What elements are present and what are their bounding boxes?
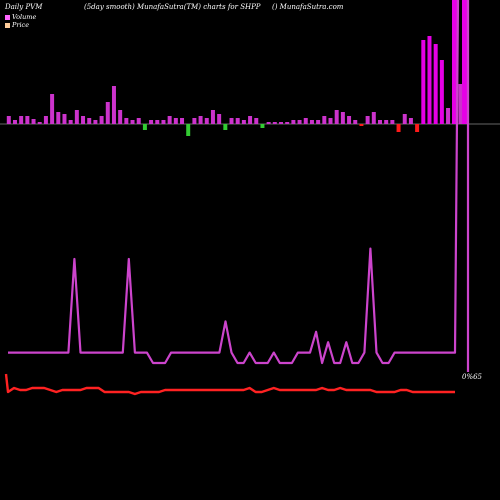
volume-bar-51 bbox=[316, 120, 321, 124]
legend-label-volume: Volume bbox=[12, 13, 37, 21]
volume-bar-67 bbox=[415, 124, 420, 132]
volume-bar-39 bbox=[241, 120, 246, 124]
volume-bar-41 bbox=[254, 118, 259, 124]
chart-header-right: () MunafaSutra.com bbox=[272, 3, 344, 11]
volume-bar-63 bbox=[390, 120, 395, 124]
volume-bar-26 bbox=[161, 120, 166, 124]
volume-bar-43 bbox=[266, 122, 271, 124]
volume-bar-32 bbox=[198, 116, 203, 124]
legend-label-price: Price bbox=[12, 21, 30, 29]
volume-bar-36 bbox=[223, 124, 228, 130]
chart-header-left: Daily PVM bbox=[5, 3, 43, 11]
volume-bar-4 bbox=[25, 116, 30, 124]
volume-bar-55 bbox=[340, 112, 345, 124]
volume-bar-35 bbox=[217, 114, 222, 124]
volume-bar-14 bbox=[87, 118, 92, 124]
volume-line bbox=[8, 0, 470, 372]
volume-bar-20 bbox=[124, 118, 129, 124]
volume-bar-74 bbox=[458, 84, 463, 124]
volume-bar-57 bbox=[353, 120, 358, 124]
volume-bar-48 bbox=[297, 120, 302, 124]
volume-bar-23 bbox=[142, 124, 147, 130]
volume-bar-58 bbox=[359, 124, 364, 126]
volume-bar-66 bbox=[408, 118, 413, 124]
volume-bar-64 bbox=[396, 124, 401, 132]
volume-bar-37 bbox=[229, 118, 234, 124]
volume-bar-68 bbox=[421, 40, 426, 124]
volume-bar-2 bbox=[12, 120, 17, 124]
volume-bar-25 bbox=[155, 120, 160, 124]
volume-swatch bbox=[5, 14, 10, 20]
volume-bar-44 bbox=[272, 122, 277, 124]
volume-bar-8 bbox=[50, 94, 55, 124]
volume-bar-60 bbox=[371, 112, 376, 124]
volume-bar-69 bbox=[427, 36, 432, 124]
volume-bar-21 bbox=[130, 120, 135, 124]
volume-spike-bar-1 bbox=[452, 0, 458, 124]
price-line bbox=[4, 373, 455, 396]
volume-bar-59 bbox=[365, 116, 370, 124]
volume-bar-15 bbox=[93, 120, 98, 124]
volume-bar-47 bbox=[291, 120, 296, 124]
volume-bar-46 bbox=[285, 122, 290, 124]
volume-bar-12 bbox=[74, 110, 79, 124]
volume-bar-72 bbox=[446, 108, 451, 124]
volume-bar-11 bbox=[68, 120, 73, 124]
volume-bar-62 bbox=[384, 120, 389, 124]
volume-bar-22 bbox=[136, 118, 141, 124]
volume-bar-56 bbox=[347, 116, 352, 124]
volume-bar-10 bbox=[62, 114, 67, 124]
volume-bar-34 bbox=[210, 110, 215, 124]
volume-bar-54 bbox=[334, 110, 339, 124]
volume-bar-45 bbox=[279, 122, 283, 124]
volume-bar-9 bbox=[56, 112, 61, 124]
volume-bar-71 bbox=[439, 60, 444, 124]
volume-bar-38 bbox=[235, 118, 240, 124]
volume-bar-13 bbox=[81, 116, 86, 124]
volume-bar-53 bbox=[328, 118, 333, 124]
volume-bar-40 bbox=[248, 116, 253, 124]
volume-bar-42 bbox=[260, 124, 265, 128]
volume-bar-18 bbox=[111, 86, 116, 124]
volume-bar-29 bbox=[180, 118, 185, 124]
volume-bar-30 bbox=[186, 124, 191, 136]
volume-bar-33 bbox=[204, 118, 209, 124]
volume-bar-17 bbox=[105, 102, 110, 124]
volume-spike-bar-2 bbox=[462, 0, 468, 124]
volume-bar-28 bbox=[173, 118, 178, 124]
volume-bar-65 bbox=[402, 114, 407, 124]
volume-bar-19 bbox=[118, 110, 123, 124]
volume-bar-70 bbox=[433, 44, 438, 124]
volume-bar-1 bbox=[6, 116, 11, 124]
chart-header-middle: (5day smooth) MunafaSutra(TM) charts for… bbox=[84, 3, 261, 11]
volume-bar-6 bbox=[37, 122, 42, 124]
volume-bar-49 bbox=[303, 118, 308, 124]
volume-bar-24 bbox=[149, 120, 154, 124]
volume-bar-61 bbox=[378, 120, 382, 124]
legend-item-volume: Volume bbox=[5, 13, 36, 21]
volume-bar-31 bbox=[192, 118, 197, 124]
volume-bar-50 bbox=[309, 120, 314, 124]
volume-bar-16 bbox=[99, 116, 104, 124]
volume-bar-3 bbox=[19, 116, 24, 124]
volume-bar-7 bbox=[43, 116, 48, 124]
price-end-label: 0%65 bbox=[462, 373, 483, 381]
volume-bar-52 bbox=[322, 116, 327, 124]
volume-bar-5 bbox=[31, 119, 36, 124]
volume-bar-27 bbox=[167, 116, 172, 124]
price-swatch bbox=[5, 22, 10, 28]
legend-item-price: Price bbox=[5, 21, 29, 29]
